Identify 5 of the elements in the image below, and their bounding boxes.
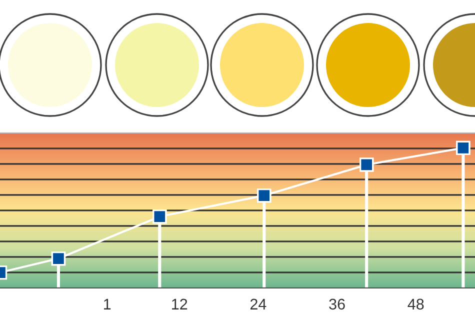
x-tick-label: 12 [172, 298, 188, 310]
x-tick-label: 1 [104, 298, 111, 310]
x-tick-label: 24 [250, 298, 266, 310]
x-tick-label: 36 [329, 298, 345, 310]
x-tick-label: 48 [408, 298, 424, 310]
